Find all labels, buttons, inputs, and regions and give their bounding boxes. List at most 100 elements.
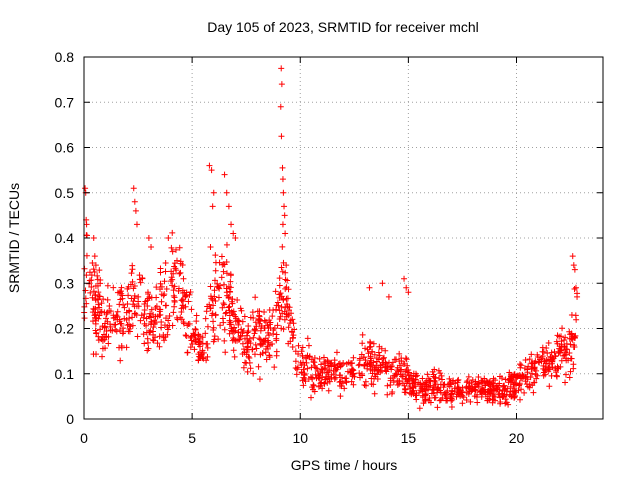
data-point <box>324 375 331 382</box>
data-point <box>300 382 307 389</box>
data-point <box>277 313 284 320</box>
data-point <box>192 326 199 333</box>
data-point <box>453 393 460 400</box>
data-point <box>226 288 233 295</box>
data-point <box>144 339 151 346</box>
data-point <box>295 342 302 349</box>
data-point <box>235 336 242 343</box>
data-point <box>121 304 128 311</box>
data-point <box>207 305 214 312</box>
data-point <box>490 375 497 382</box>
data-point <box>279 164 286 171</box>
data-point <box>569 253 576 260</box>
data-point <box>168 268 175 275</box>
data-point <box>419 394 426 401</box>
data-point <box>124 285 131 292</box>
data-point <box>383 368 390 375</box>
data-point <box>172 265 179 272</box>
data-point <box>278 303 285 310</box>
data-point <box>150 337 157 344</box>
data-point <box>210 327 217 334</box>
data-point <box>555 365 562 372</box>
data-point <box>221 171 228 178</box>
data-point <box>515 382 522 389</box>
data-point <box>343 378 350 385</box>
data-point <box>169 276 176 283</box>
data-point <box>351 373 358 380</box>
data-point <box>132 207 139 214</box>
data-point <box>529 382 536 389</box>
data-point <box>191 346 198 353</box>
data-point <box>471 383 478 390</box>
data-point <box>531 360 538 367</box>
data-point <box>238 307 245 314</box>
data-point <box>267 342 274 349</box>
data-point <box>376 343 383 350</box>
data-point <box>570 344 577 351</box>
data-point <box>208 312 215 319</box>
data-point <box>281 212 288 219</box>
data-point <box>299 344 306 351</box>
data-point <box>401 275 408 282</box>
data-point <box>541 358 548 365</box>
data-point <box>428 390 435 397</box>
data-point <box>177 269 184 276</box>
data-point <box>144 303 151 310</box>
data-point <box>349 366 356 373</box>
data-point <box>232 313 239 320</box>
data-point <box>212 259 219 266</box>
data-point <box>385 293 392 300</box>
data-point <box>169 229 176 236</box>
data-point <box>164 326 171 333</box>
data-point <box>423 381 430 388</box>
data-point <box>187 344 194 351</box>
data-point <box>300 374 307 381</box>
data-point <box>247 365 254 372</box>
data-point <box>287 317 294 324</box>
x-tick-label: 5 <box>188 430 196 446</box>
data-point <box>207 244 214 251</box>
data-point <box>474 380 481 387</box>
data-point <box>377 369 384 376</box>
x-tick-label: 15 <box>401 430 417 446</box>
data-point <box>94 272 101 279</box>
data-point <box>222 349 229 356</box>
data-point <box>243 332 250 339</box>
data-point <box>540 362 547 369</box>
data-point <box>95 333 102 340</box>
data-point <box>311 354 318 361</box>
data-point <box>371 390 378 397</box>
data-point <box>430 371 437 378</box>
x-tick-label: 20 <box>509 430 525 446</box>
data-point <box>366 344 373 351</box>
data-point <box>403 284 410 291</box>
data-point <box>284 303 291 310</box>
data-point <box>369 348 376 355</box>
data-point <box>399 380 406 387</box>
data-point <box>298 369 305 376</box>
data-point <box>279 221 286 228</box>
data-point <box>356 370 363 377</box>
data-point <box>120 301 127 308</box>
data-point <box>127 281 134 288</box>
data-point <box>227 278 234 285</box>
data-point <box>294 364 301 371</box>
data-point <box>231 328 238 335</box>
data-point <box>154 313 161 320</box>
data-point <box>287 338 294 345</box>
data-point <box>429 368 436 375</box>
data-point <box>279 268 286 275</box>
data-point <box>538 354 545 361</box>
data-point <box>425 397 432 404</box>
data-point <box>223 241 230 248</box>
data-point <box>140 331 147 338</box>
data-point <box>310 386 317 393</box>
data-point <box>519 372 526 379</box>
data-point <box>463 389 470 396</box>
data-point <box>316 355 323 362</box>
data-point <box>178 308 185 315</box>
data-point <box>370 381 377 388</box>
data-point <box>141 340 148 347</box>
data-point <box>278 264 285 271</box>
data-point <box>276 307 283 314</box>
